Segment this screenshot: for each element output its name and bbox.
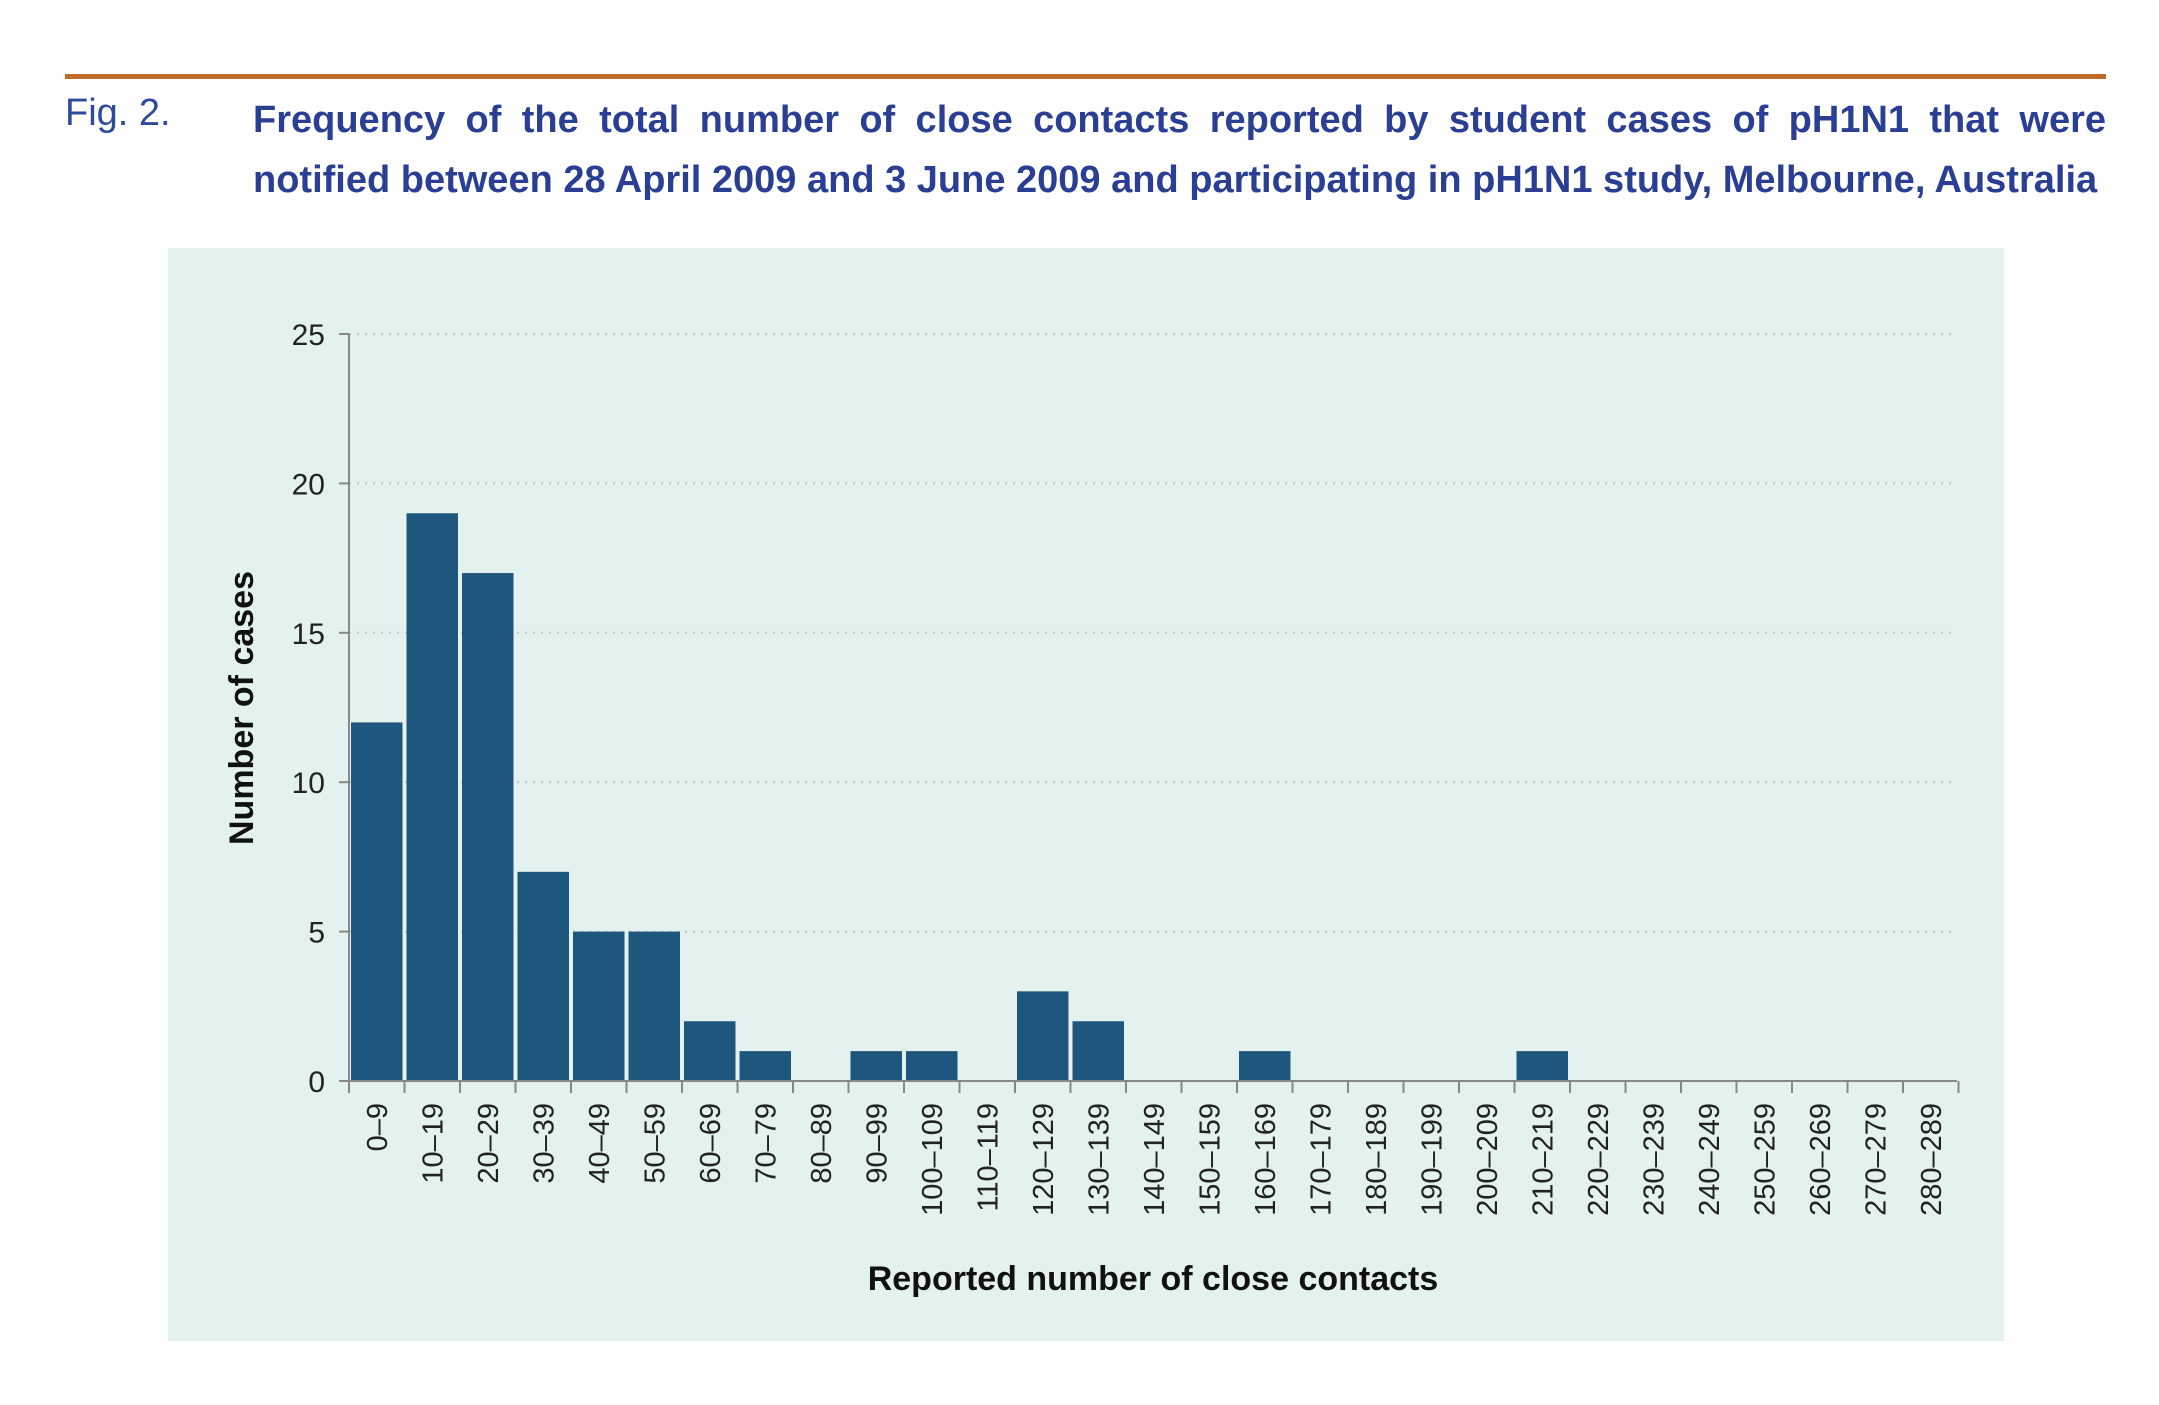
x-axis-label: Reported number of close contacts — [868, 1260, 1439, 1298]
x-tick-label: 280–289 — [1916, 1103, 1948, 1216]
y-tick-label: 5 — [308, 917, 325, 950]
x-tick-label: 180–189 — [1361, 1103, 1393, 1216]
x-tick-label: 220–229 — [1583, 1103, 1615, 1216]
bar-120–129 — [1017, 991, 1069, 1081]
x-tick-label: 90–99 — [861, 1103, 893, 1184]
bar-160–169 — [1239, 1051, 1291, 1081]
x-tick-label: 60–69 — [695, 1103, 727, 1184]
bar-0–9 — [351, 722, 403, 1081]
x-tick-label: 40–49 — [584, 1103, 616, 1184]
x-tick-label: 200–209 — [1472, 1103, 1504, 1216]
x-tick-label: 260–269 — [1805, 1103, 1837, 1216]
x-tick-label: 30–39 — [528, 1103, 560, 1184]
bars — [351, 513, 1568, 1081]
x-tick-label: 100–109 — [917, 1103, 949, 1216]
x-tick-label: 190–199 — [1416, 1103, 1448, 1216]
figure-label: Fig. 2. — [65, 92, 171, 134]
y-tick-label: 20 — [292, 468, 325, 501]
header-rule — [65, 74, 2106, 79]
y-tick-label: 0 — [308, 1066, 325, 1099]
figure-title: Frequency of the total number of close c… — [253, 99, 2106, 201]
y-tick-label: 15 — [292, 618, 325, 651]
y-tick-label: 10 — [292, 767, 325, 800]
bar-130–139 — [1072, 1021, 1124, 1081]
x-tick-label: 270–279 — [1860, 1103, 1892, 1216]
bar-100–109 — [906, 1051, 958, 1081]
y-axis-label: Number of cases — [223, 571, 261, 845]
bar-10–19 — [406, 513, 458, 1081]
x-tick-label: 130–139 — [1083, 1103, 1115, 1216]
x-tick-label: 240–249 — [1694, 1103, 1726, 1216]
x-tick-label: 250–259 — [1749, 1103, 1781, 1216]
bar-20–29 — [462, 573, 514, 1081]
x-tick-label: 120–129 — [1028, 1103, 1060, 1216]
bar-210–219 — [1516, 1051, 1568, 1081]
bar-30–39 — [517, 871, 569, 1081]
x-tick-label: 20–29 — [473, 1103, 505, 1184]
axes — [339, 333, 1960, 1093]
x-tick-label: 140–149 — [1139, 1103, 1171, 1216]
x-tick-label: 70–79 — [750, 1103, 782, 1184]
bar-40–49 — [573, 931, 625, 1081]
bar-70–79 — [739, 1051, 791, 1081]
y-tick-label: 25 — [292, 319, 325, 352]
x-tick-label: 170–179 — [1305, 1103, 1337, 1216]
x-tick-label: 80–89 — [806, 1103, 838, 1184]
bar-50–59 — [628, 931, 680, 1081]
gridlines — [349, 333, 1957, 933]
x-tick-label: 160–169 — [1250, 1103, 1282, 1216]
bar-60–69 — [684, 1021, 736, 1081]
x-tick-label: 10–19 — [417, 1103, 449, 1184]
y-tick-labels: 0 5 10 15 20 25 — [292, 319, 325, 1099]
x-tick-label: 210–219 — [1527, 1103, 1559, 1216]
bar-90–99 — [850, 1051, 902, 1081]
x-tick-label: 0–9 — [362, 1103, 394, 1151]
x-tick-label: 150–159 — [1194, 1103, 1226, 1216]
x-tick-label: 110–119 — [972, 1103, 1004, 1212]
x-tick-label: 230–239 — [1638, 1103, 1670, 1216]
x-tick-label: 50–59 — [639, 1103, 671, 1184]
x-tick-labels: 0–9 10–19 20–29 30–39 40–49 50–59 60–69 70–79 80… — [362, 1103, 1948, 1216]
